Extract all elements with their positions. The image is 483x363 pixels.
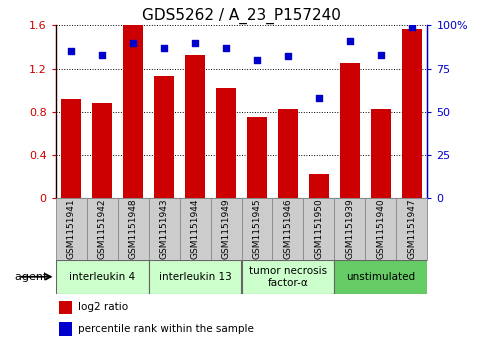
Bar [242, 260, 334, 294]
Text: GSM1151945: GSM1151945 [253, 198, 261, 259]
Bar [59, 301, 72, 314]
Bar [61, 99, 81, 198]
Bar [272, 198, 303, 260]
Text: GSM1151943: GSM1151943 [159, 198, 169, 259]
Bar [402, 29, 422, 198]
Bar [59, 322, 72, 335]
Text: GSM1151944: GSM1151944 [190, 199, 199, 259]
Text: interleukin 4: interleukin 4 [69, 272, 135, 282]
Bar [247, 117, 267, 198]
Bar [56, 260, 149, 294]
Bar [86, 198, 117, 260]
Text: GSM1151939: GSM1151939 [345, 198, 355, 259]
Bar [340, 63, 360, 198]
Bar [309, 174, 329, 198]
Point [253, 57, 261, 63]
Bar [117, 198, 149, 260]
Bar [242, 198, 272, 260]
Point [191, 40, 199, 46]
Text: GSM1151941: GSM1151941 [67, 198, 75, 259]
Point [408, 24, 416, 30]
Text: GSM1151946: GSM1151946 [284, 198, 293, 259]
Point [67, 48, 75, 54]
Point [284, 53, 292, 59]
Bar [366, 198, 397, 260]
Point [346, 38, 354, 44]
Bar [334, 198, 366, 260]
Text: GSM1151940: GSM1151940 [376, 198, 385, 259]
Point [377, 52, 385, 58]
Text: unstimulated: unstimulated [346, 272, 415, 282]
Point [129, 40, 137, 46]
Bar [92, 103, 112, 198]
Bar [211, 198, 242, 260]
Point [160, 45, 168, 51]
Bar [56, 198, 86, 260]
Text: GSM1151949: GSM1151949 [222, 198, 230, 259]
Bar [185, 54, 205, 198]
Title: GDS5262 / A_23_P157240: GDS5262 / A_23_P157240 [142, 8, 341, 24]
Text: GSM1151948: GSM1151948 [128, 198, 138, 259]
Text: percentile rank within the sample: percentile rank within the sample [78, 324, 254, 334]
Bar [154, 76, 174, 198]
Point [98, 52, 106, 58]
Bar [397, 198, 427, 260]
Bar [303, 198, 334, 260]
Bar [180, 198, 211, 260]
Point [222, 45, 230, 51]
Text: log2 ratio: log2 ratio [78, 302, 128, 312]
Text: GSM1151950: GSM1151950 [314, 198, 324, 259]
Text: GSM1151947: GSM1151947 [408, 198, 416, 259]
Bar [371, 110, 391, 198]
Bar [149, 198, 180, 260]
Bar [278, 110, 298, 198]
Point [315, 95, 323, 101]
Text: interleukin 13: interleukin 13 [158, 272, 231, 282]
Text: tumor necrosis
factor-α: tumor necrosis factor-α [249, 266, 327, 287]
Bar [334, 260, 427, 294]
Text: agent: agent [15, 272, 51, 282]
Text: GSM1151942: GSM1151942 [98, 199, 107, 259]
Bar [123, 25, 143, 198]
Bar [216, 88, 236, 198]
Bar [149, 260, 242, 294]
